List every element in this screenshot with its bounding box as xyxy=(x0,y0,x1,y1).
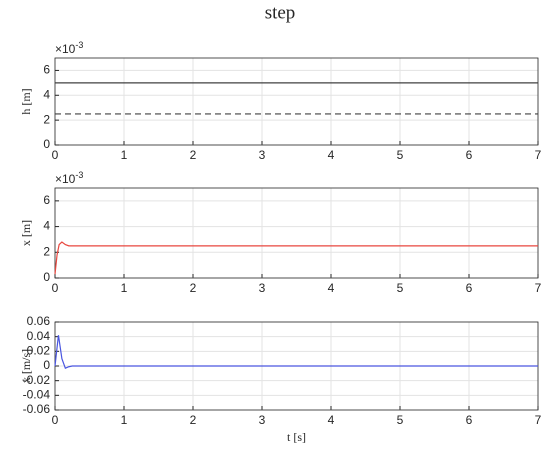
x-tick-label: 7 xyxy=(535,148,542,162)
y-tick-label: 0.02 xyxy=(27,344,51,358)
x-tick-label: 6 xyxy=(466,281,473,295)
x-tick-label: 2 xyxy=(190,281,197,295)
data-line xyxy=(54,241,538,275)
x-tick-label: 2 xyxy=(190,413,197,427)
y-axis-label: h [m] xyxy=(19,88,33,114)
x-tick-label: 4 xyxy=(328,413,335,427)
x-tick-label: 7 xyxy=(535,413,542,427)
y-tick-label: 4 xyxy=(43,219,50,233)
axes-box xyxy=(54,187,539,279)
x-tick-label: 5 xyxy=(397,281,404,295)
y-tick-label: 0.06 xyxy=(27,314,51,328)
y-tick-label: 6 xyxy=(43,193,50,207)
y-multiplier: ×10-3 xyxy=(55,170,83,186)
axes-box xyxy=(54,57,539,146)
x-tick-label: 4 xyxy=(328,281,335,295)
y-tick-label: 0 xyxy=(43,358,50,372)
multiplier-exponent: -3 xyxy=(75,40,83,50)
data-line xyxy=(54,335,538,370)
x-tick-label: 0 xyxy=(52,281,59,295)
multiplier-base: ×10 xyxy=(55,42,76,56)
x-tick-label: 0 xyxy=(52,413,59,427)
y-multiplier: ×10-3 xyxy=(55,40,83,56)
x-tick-label: 7 xyxy=(535,281,542,295)
y-axis-label: ẋ [m/s] xyxy=(19,349,33,383)
y-tick-label: 4 xyxy=(43,87,50,101)
x-tick-label: 2 xyxy=(190,148,197,162)
y-tick-label: 0 xyxy=(43,270,50,284)
y-axis-label: x [m] xyxy=(19,220,33,246)
y-tick-label: 2 xyxy=(43,244,50,258)
y-tick-label: 6 xyxy=(43,63,50,77)
figure-title: step xyxy=(265,2,296,23)
multiplier-base: ×10 xyxy=(55,172,76,186)
multiplier-exponent: -3 xyxy=(75,170,83,180)
x-tick-label: 1 xyxy=(121,281,128,295)
y-tick-label: -0.06 xyxy=(23,402,51,416)
y-tick-label: -0.04 xyxy=(23,388,51,402)
x-tick-label: 1 xyxy=(121,148,128,162)
x-tick-label: 3 xyxy=(259,148,266,162)
x-tick-label: 4 xyxy=(328,148,335,162)
x-tick-label: 0 xyxy=(52,148,59,162)
y-tick-label: -0.02 xyxy=(23,373,51,387)
x-tick-label: 1 xyxy=(121,413,128,427)
x-tick-label: 3 xyxy=(259,281,266,295)
x-tick-label: 5 xyxy=(397,148,404,162)
y-tick-label: 0 xyxy=(43,137,50,151)
x-tick-label: 6 xyxy=(466,148,473,162)
x-axis-label: t [s] xyxy=(287,430,306,444)
x-tick-label: 6 xyxy=(466,413,473,427)
x-tick-label: 3 xyxy=(259,413,266,427)
y-tick-label: 2 xyxy=(43,112,50,126)
x-tick-label: 5 xyxy=(397,413,404,427)
y-tick-label: 0.04 xyxy=(27,329,51,343)
